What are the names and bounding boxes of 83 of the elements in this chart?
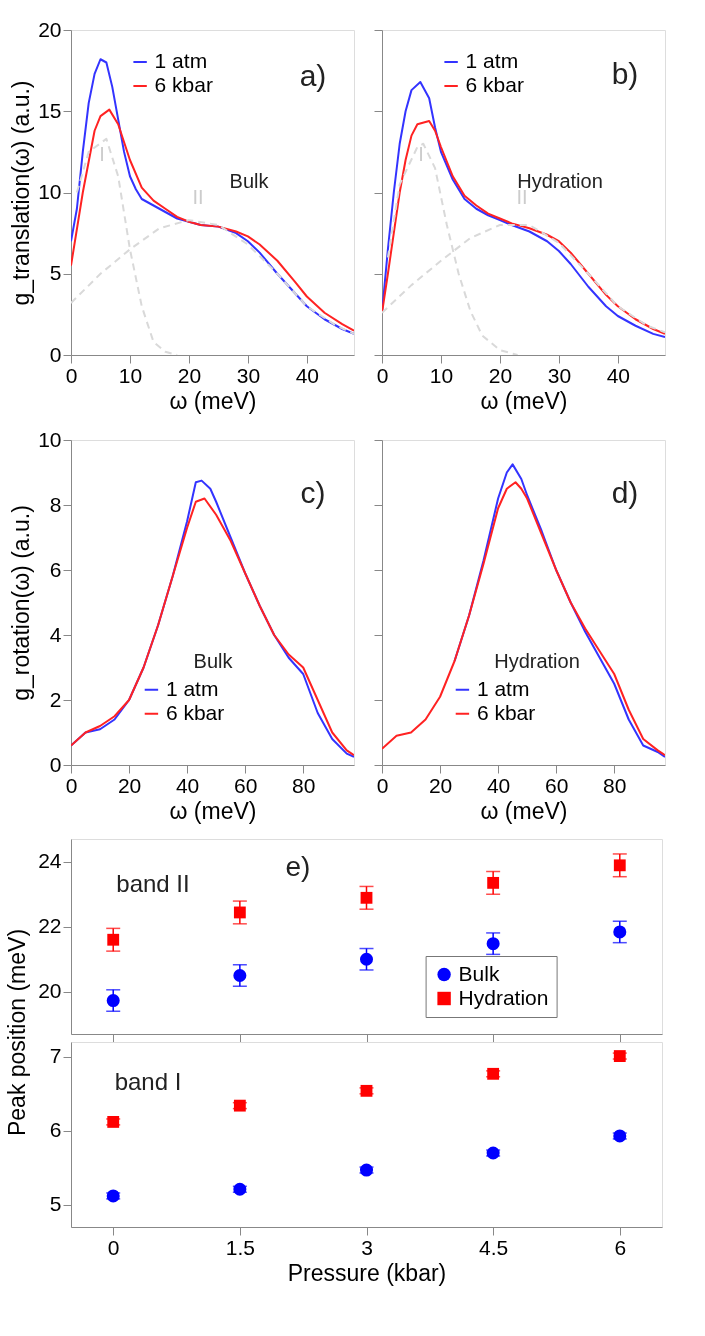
annotation: Hydration xyxy=(517,170,603,192)
y-tick-label: 10 xyxy=(38,180,62,203)
x-axis-title: ω (meV) xyxy=(169,387,257,414)
annotation: c) xyxy=(300,476,326,509)
y-tick-label: 8 xyxy=(49,492,62,516)
x-tick-label: 40 xyxy=(486,773,511,797)
x-tick-label: 30 xyxy=(236,363,261,387)
point xyxy=(487,876,500,889)
x-tick-label: 10 xyxy=(429,363,454,387)
point xyxy=(106,994,120,1008)
legend-label: 1 atm xyxy=(465,49,519,72)
y-tick-label: 7 xyxy=(49,1044,62,1068)
legend-label: Bulk xyxy=(458,961,500,985)
line-series xyxy=(75,137,179,355)
legend-label: 1 atm xyxy=(476,676,530,700)
legend-label: 6 kbar xyxy=(476,700,536,724)
annotation: d) xyxy=(611,476,639,509)
legend-label: 6 kbar xyxy=(154,73,213,96)
y-tick-label: 10 xyxy=(38,427,62,451)
x-tick-label: 20 xyxy=(117,773,142,797)
y-tick-label: 5 xyxy=(49,1192,62,1216)
x-tick-label: 80 xyxy=(603,773,627,797)
point xyxy=(486,937,500,951)
x-tick-label: 0 xyxy=(65,363,78,387)
x-tick-label: 40 xyxy=(175,773,200,797)
x-tick-label: 10 xyxy=(118,363,143,387)
y-tick-label: 6 xyxy=(49,557,62,581)
x-tick-label: 3 xyxy=(361,1235,373,1259)
x-tick-label: 40 xyxy=(295,363,320,387)
y-tick-label: 4 xyxy=(49,622,62,646)
x-tick-label: 0 xyxy=(376,773,389,797)
point xyxy=(613,859,626,872)
y-tick-label: 5 xyxy=(49,261,62,285)
annotation: b) xyxy=(611,57,639,90)
y-axis-title: g_translation(ω) (a.u.) xyxy=(8,80,35,306)
point xyxy=(613,925,627,939)
legend-label: Hydration xyxy=(458,985,549,1009)
x-tick-label: 20 xyxy=(488,363,513,387)
y-tick-label: 6 xyxy=(49,1118,62,1142)
x-tick-label: 80 xyxy=(292,773,316,797)
point xyxy=(359,952,374,966)
y-tick-label: 0 xyxy=(49,752,62,776)
annotation: a) xyxy=(299,59,327,92)
legend-label: 6 kbar xyxy=(165,700,225,724)
annotation: Bulk xyxy=(229,170,270,192)
line-series xyxy=(71,108,354,332)
annotation: e) xyxy=(285,851,311,882)
point xyxy=(233,968,247,983)
x-tick-label: 60 xyxy=(233,773,258,797)
annotation: Hydration xyxy=(494,650,580,672)
annotation: Bulk xyxy=(193,650,234,672)
point xyxy=(107,933,120,946)
y-tick-label: 20 xyxy=(38,979,62,1003)
annotation: band I xyxy=(114,1068,182,1095)
x-tick-label: 60 xyxy=(544,773,569,797)
x-axis-title: Pressure (kbar) xyxy=(287,1259,447,1286)
y-tick-label: 20 xyxy=(38,17,62,41)
x-tick-label: 40 xyxy=(606,363,631,387)
legend-label: 1 atm xyxy=(154,49,208,72)
annotation: band II xyxy=(116,870,190,897)
point xyxy=(233,906,246,919)
x-tick-label: 30 xyxy=(547,363,572,387)
y-tick-label: 15 xyxy=(38,98,62,122)
x-tick-label: 0 xyxy=(107,1235,120,1259)
y-tick-label: 2 xyxy=(49,687,62,711)
y-axis-title: Peak position (meV) xyxy=(3,928,30,1137)
x-axis-title: ω (meV) xyxy=(480,797,568,824)
legend-label: 1 atm xyxy=(165,676,219,700)
x-axis-title: ω (meV) xyxy=(480,387,568,414)
x-tick-label: 0 xyxy=(376,363,389,387)
x-axis-title: ω (meV) xyxy=(169,797,257,824)
y-axis-title: g_rotation(ω) (a.u.) xyxy=(8,505,35,701)
x-tick-label: 6 xyxy=(614,1235,627,1259)
y-tick-label: 22 xyxy=(38,914,62,938)
legend-label: 6 kbar xyxy=(465,73,524,96)
x-tick-label: 4.5 xyxy=(479,1235,509,1259)
y-tick-label: 24 xyxy=(38,849,62,873)
point xyxy=(360,891,373,904)
x-tick-label: 0 xyxy=(65,773,78,797)
x-tick-label: 1.5 xyxy=(225,1235,255,1259)
x-tick-label: 20 xyxy=(428,773,453,797)
x-tick-label: 20 xyxy=(177,363,202,387)
y-tick-label: 0 xyxy=(49,342,62,366)
